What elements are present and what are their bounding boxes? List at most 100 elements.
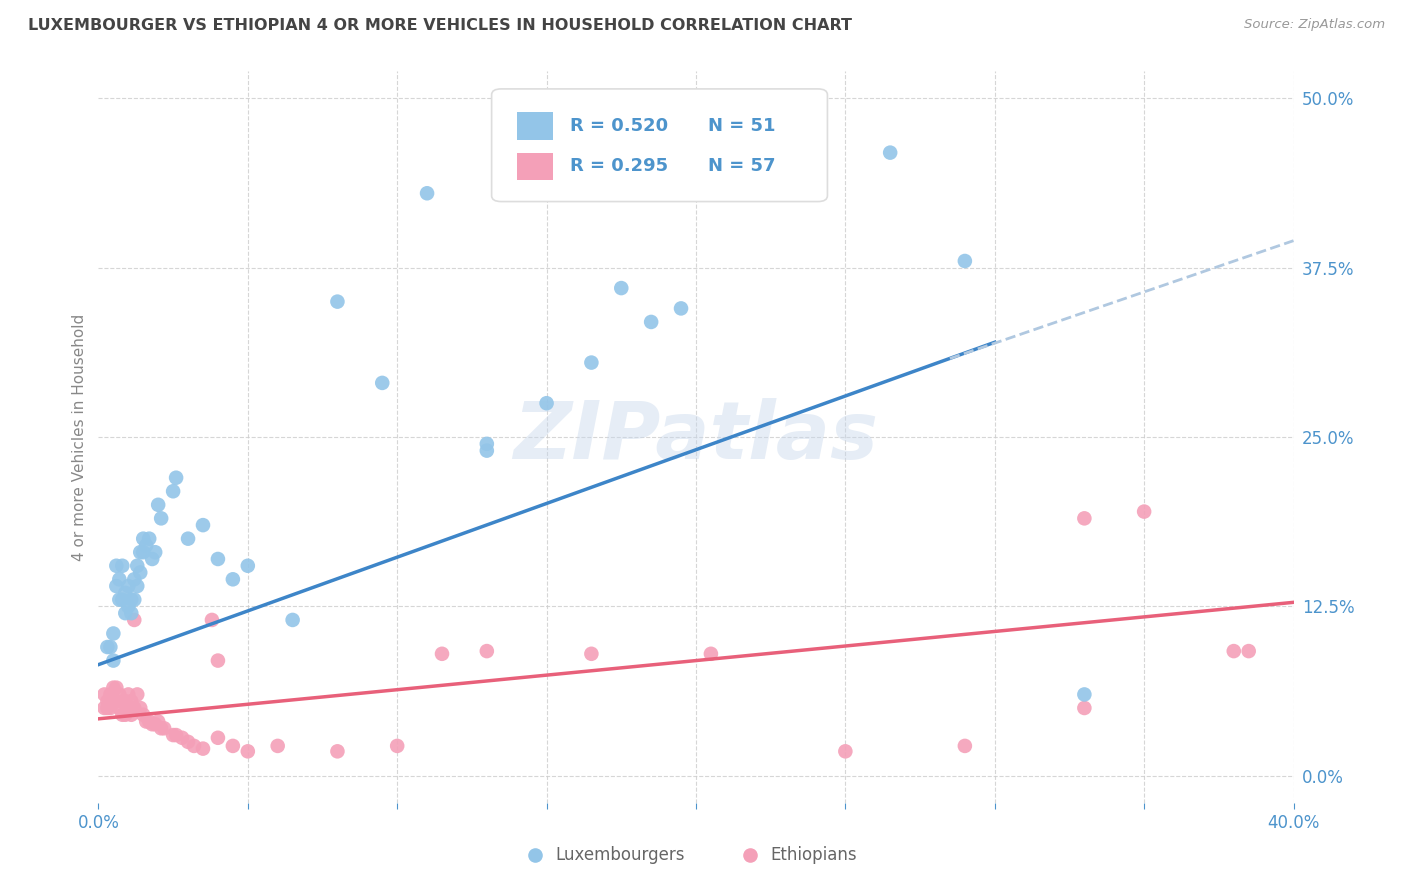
Point <box>127 688 149 702</box>
Point <box>129 701 152 715</box>
Text: N = 51: N = 51 <box>709 117 776 136</box>
Point <box>138 532 160 546</box>
Point <box>129 566 152 580</box>
Point <box>111 694 134 708</box>
Point <box>132 532 155 546</box>
Point <box>108 572 131 586</box>
Point <box>177 532 200 546</box>
Point <box>150 721 173 735</box>
Point <box>162 484 184 499</box>
Point <box>143 545 166 559</box>
Point <box>135 538 157 552</box>
Point <box>281 613 304 627</box>
Point <box>536 396 558 410</box>
Point <box>371 376 394 390</box>
Point <box>117 688 139 702</box>
Point <box>114 694 136 708</box>
Point <box>879 145 901 160</box>
Point <box>165 471 187 485</box>
Point <box>148 714 170 729</box>
Point <box>127 579 149 593</box>
Point <box>93 701 115 715</box>
Point <box>385 739 409 753</box>
Point <box>236 558 259 573</box>
Point <box>105 579 128 593</box>
Point <box>105 558 128 573</box>
Point <box>120 707 142 722</box>
Point <box>581 355 603 369</box>
Text: Ethiopians: Ethiopians <box>770 847 856 864</box>
Point <box>114 707 136 722</box>
Point <box>124 592 146 607</box>
Point <box>93 688 115 702</box>
Point <box>207 552 229 566</box>
Point <box>222 739 245 753</box>
Point <box>475 644 498 658</box>
Point <box>120 606 142 620</box>
Point <box>416 186 439 201</box>
Point <box>108 688 131 702</box>
Point <box>141 552 163 566</box>
Text: Source: ZipAtlas.com: Source: ZipAtlas.com <box>1244 18 1385 31</box>
Point <box>700 647 723 661</box>
Point <box>120 694 142 708</box>
Point <box>326 744 349 758</box>
Point <box>108 592 131 607</box>
Point <box>141 717 163 731</box>
Point <box>1073 701 1095 715</box>
Point <box>834 744 856 758</box>
Point <box>1223 644 1246 658</box>
Point <box>267 739 290 753</box>
Point <box>111 707 134 722</box>
Point <box>165 728 187 742</box>
Point <box>138 714 160 729</box>
Point <box>96 694 118 708</box>
Point <box>1073 688 1095 702</box>
Point <box>153 721 176 735</box>
Point <box>98 688 122 702</box>
Point <box>207 654 229 668</box>
Point <box>162 728 184 742</box>
Point <box>132 707 155 722</box>
Point <box>117 579 139 593</box>
Point <box>201 613 224 627</box>
Point <box>124 572 146 586</box>
Point <box>108 701 131 715</box>
Point <box>953 739 976 753</box>
Text: ZIPatlas: ZIPatlas <box>513 398 879 476</box>
Point <box>191 518 214 533</box>
Point <box>135 714 157 729</box>
Text: R = 0.295: R = 0.295 <box>571 158 669 176</box>
Point <box>98 701 122 715</box>
Point <box>1073 511 1095 525</box>
Point <box>207 731 229 745</box>
Text: LUXEMBOURGER VS ETHIOPIAN 4 OR MORE VEHICLES IN HOUSEHOLD CORRELATION CHART: LUXEMBOURGER VS ETHIOPIAN 4 OR MORE VEHI… <box>28 18 852 33</box>
Point <box>581 647 603 661</box>
FancyBboxPatch shape <box>517 153 553 180</box>
Point <box>143 717 166 731</box>
Point <box>111 558 134 573</box>
Point <box>177 735 200 749</box>
Point <box>114 586 136 600</box>
Point <box>103 694 125 708</box>
Point <box>129 545 152 559</box>
Point <box>1178 866 1201 880</box>
Point <box>1237 644 1260 658</box>
Point <box>236 744 259 758</box>
Point <box>111 592 134 607</box>
Point <box>132 545 155 559</box>
Text: Luxembourgers: Luxembourgers <box>555 847 685 864</box>
Text: R = 0.520: R = 0.520 <box>571 117 669 136</box>
Point <box>610 281 633 295</box>
Point <box>124 701 146 715</box>
Point <box>475 437 498 451</box>
Point <box>117 701 139 715</box>
Point <box>117 599 139 614</box>
Point <box>669 301 692 316</box>
Point <box>1133 505 1156 519</box>
FancyBboxPatch shape <box>492 89 827 202</box>
Point <box>326 294 349 309</box>
Point <box>120 592 142 607</box>
Point <box>191 741 214 756</box>
Point <box>124 613 146 627</box>
